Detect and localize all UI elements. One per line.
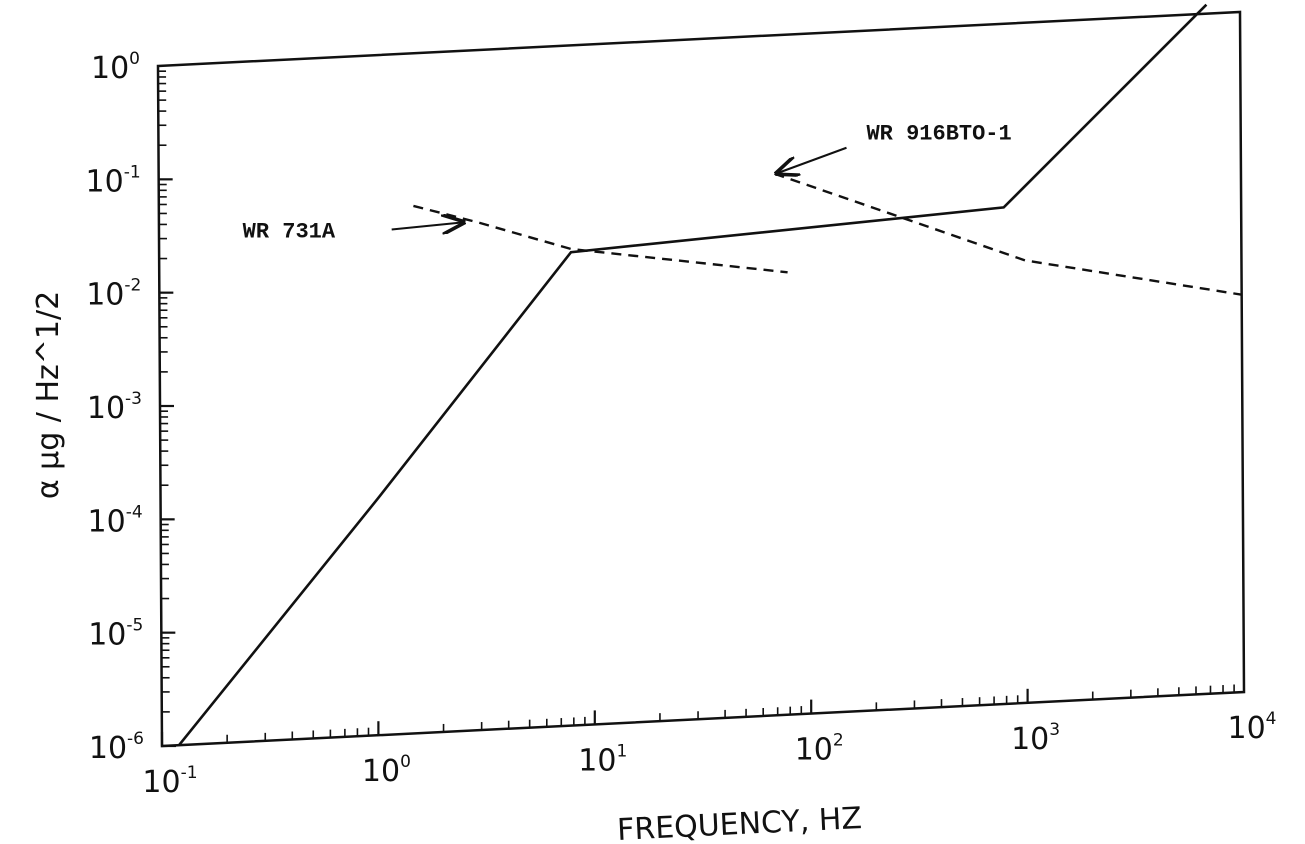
- y-tick-label-exponent: -6: [127, 729, 144, 749]
- y-axis-title-text: α μg / Hz^1/2: [31, 291, 66, 499]
- y-tick-label-exponent: -1: [124, 162, 141, 182]
- annotation-label-wr-731a: WR 731A: [243, 220, 336, 245]
- y-tick-label-base: 10: [88, 618, 126, 653]
- x-tick-label-base: 10: [362, 754, 400, 789]
- y-tick-label-exponent: 0: [129, 49, 140, 69]
- y-tick-label-base: 10: [87, 391, 125, 426]
- y-tick-label-exponent: -5: [126, 616, 143, 636]
- x-tick-label-exponent: 0: [400, 752, 411, 772]
- plot-border: [156, 10, 1246, 748]
- x-tick-label-base: 10: [578, 743, 616, 778]
- x-tick-label: 100: [362, 752, 411, 789]
- series-solid-line: [178, 3, 1208, 746]
- x-tick-label-exponent: -1: [181, 763, 198, 783]
- tick-labels: 10-1 100 101 102 103 10410-610-510-410-310-21…: [86, 49, 1277, 800]
- annotation-arrow-wr-731a: [391, 223, 462, 230]
- y-tick-label-exponent: -2: [124, 276, 141, 296]
- y-tick-label-exponent: -4: [126, 502, 143, 522]
- annotation-layer: WR 731A WR 916BTO-1: [243, 122, 1012, 245]
- x-tick-label-exponent: 4: [1266, 709, 1277, 729]
- y-tick-label-base: 10: [88, 504, 126, 539]
- x-tick-label: 103: [1011, 720, 1060, 757]
- y-tick-label-base: 10: [86, 278, 124, 313]
- series-wr-731a: [413, 204, 788, 274]
- y-tick-label-exponent: -3: [125, 389, 142, 409]
- x-tick-label: 101: [578, 741, 627, 778]
- y-tick-label-base: 10: [91, 51, 129, 86]
- annotation-label-wr-916bto-1: WR 916BTO-1: [866, 122, 1011, 147]
- x-tick-label: 102: [795, 731, 844, 768]
- x-tick-label-base: 10: [142, 765, 180, 800]
- y-tick-label: 10-5: [88, 616, 143, 653]
- y-tick-label: 10-4: [88, 502, 143, 539]
- x-tick-label: 104: [1227, 709, 1276, 746]
- x-tick-label-base: 10: [1227, 711, 1265, 746]
- y-tick-label: 10-3: [87, 389, 142, 426]
- y-tick-label-base: 10: [89, 731, 127, 766]
- minor-ticks: [158, 70, 1235, 748]
- y-tick-label: 100: [91, 49, 140, 86]
- y-tick-label: 10-2: [86, 276, 141, 313]
- x-tick-label: 10-1: [142, 763, 197, 800]
- x-tick-label-exponent: 1: [616, 741, 627, 761]
- y-axis-title: α μg / Hz^1/2: [31, 291, 66, 499]
- plot-frame: [156, 10, 1246, 748]
- x-tick-label-exponent: 3: [1049, 720, 1060, 740]
- series-layer: [178, 3, 1242, 746]
- y-tick-label: 10-1: [86, 162, 141, 199]
- series-wr-916bto-1: [774, 172, 1242, 296]
- x-axis-title: FREQUENCY, HZ: [616, 801, 862, 844]
- y-tick-label: 10-6: [89, 729, 144, 766]
- x-tick-label-base: 10: [1011, 722, 1049, 757]
- x-tick-label-base: 10: [795, 733, 833, 768]
- annotation-arrow-wr-916bto-1: [778, 146, 847, 173]
- y-tick-label-base: 10: [86, 164, 124, 199]
- x-tick-label-exponent: 2: [833, 731, 844, 751]
